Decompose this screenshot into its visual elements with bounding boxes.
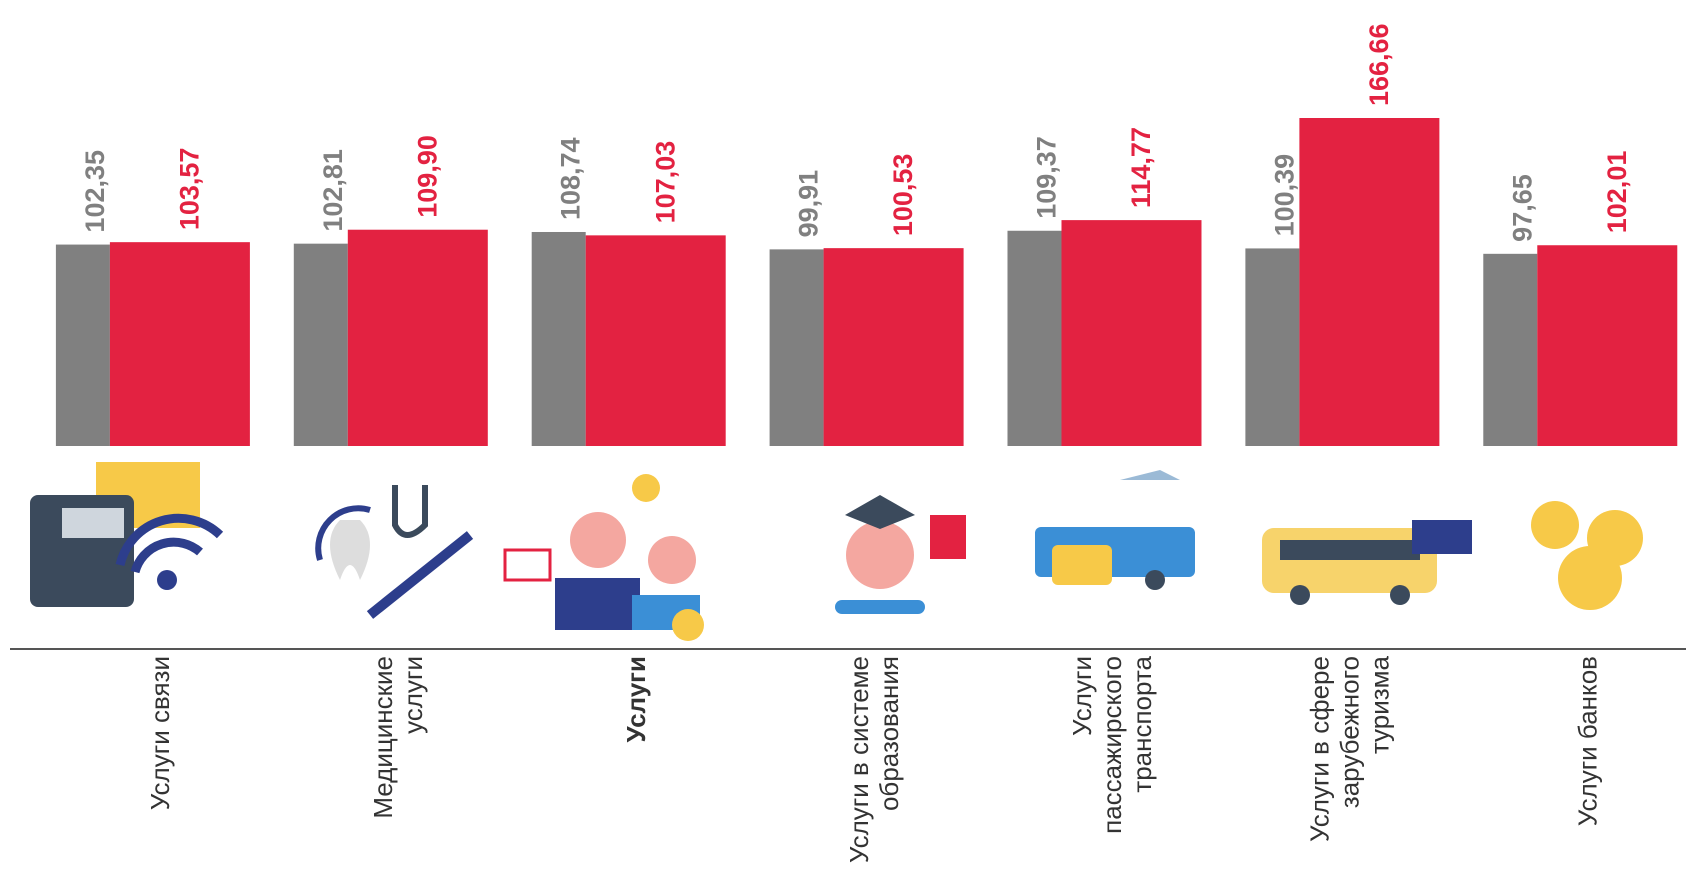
bar bbox=[1483, 253, 1538, 446]
value-label: 108,74 bbox=[556, 137, 586, 220]
category-label: Услуги bbox=[621, 656, 651, 742]
value-label: 99,91 bbox=[794, 170, 824, 238]
value-label: 107,03 bbox=[650, 141, 680, 224]
category-label: пассажирского bbox=[1097, 656, 1127, 834]
category-label: туризма bbox=[1365, 655, 1395, 754]
category-label: Услуги в системе bbox=[844, 656, 874, 863]
bar bbox=[769, 249, 824, 446]
value-label: 114,77 bbox=[1126, 127, 1156, 208]
value-label: 109,90 bbox=[412, 135, 442, 218]
value-label: 109,37 bbox=[1031, 136, 1061, 219]
bar bbox=[109, 242, 250, 446]
bar bbox=[531, 231, 586, 446]
bar bbox=[585, 235, 726, 446]
bar bbox=[55, 244, 110, 446]
category-label: Услуги банков bbox=[1573, 656, 1603, 826]
category-label: транспорта bbox=[1127, 655, 1157, 792]
value-label: 100,39 bbox=[1269, 154, 1299, 237]
category-label: услуги bbox=[398, 656, 428, 734]
category-label: Услуги bbox=[1067, 656, 1097, 736]
value-label: 102,01 bbox=[1602, 151, 1632, 234]
value-label: 166,66 bbox=[1364, 23, 1394, 106]
category-label: Услуги связи bbox=[145, 656, 175, 810]
bar bbox=[1061, 220, 1202, 446]
value-label: 102,81 bbox=[318, 149, 348, 232]
value-label: 97,65 bbox=[1507, 174, 1537, 242]
bar bbox=[347, 229, 488, 446]
bar bbox=[293, 243, 348, 446]
category-label: Услуги в сфере bbox=[1305, 656, 1335, 842]
value-label: 102,35 bbox=[80, 150, 110, 233]
bar bbox=[1007, 230, 1062, 446]
icons bbox=[30, 462, 1643, 641]
category-label: образования bbox=[874, 656, 904, 811]
category-label: Медицинские bbox=[368, 656, 398, 819]
bar bbox=[1537, 245, 1678, 446]
bar bbox=[1245, 248, 1300, 446]
category-label: зарубежного bbox=[1335, 656, 1365, 808]
bar bbox=[1299, 118, 1440, 446]
bar bbox=[823, 248, 964, 446]
value-label: 100,53 bbox=[888, 154, 918, 237]
value-label: 103,57 bbox=[174, 148, 204, 231]
